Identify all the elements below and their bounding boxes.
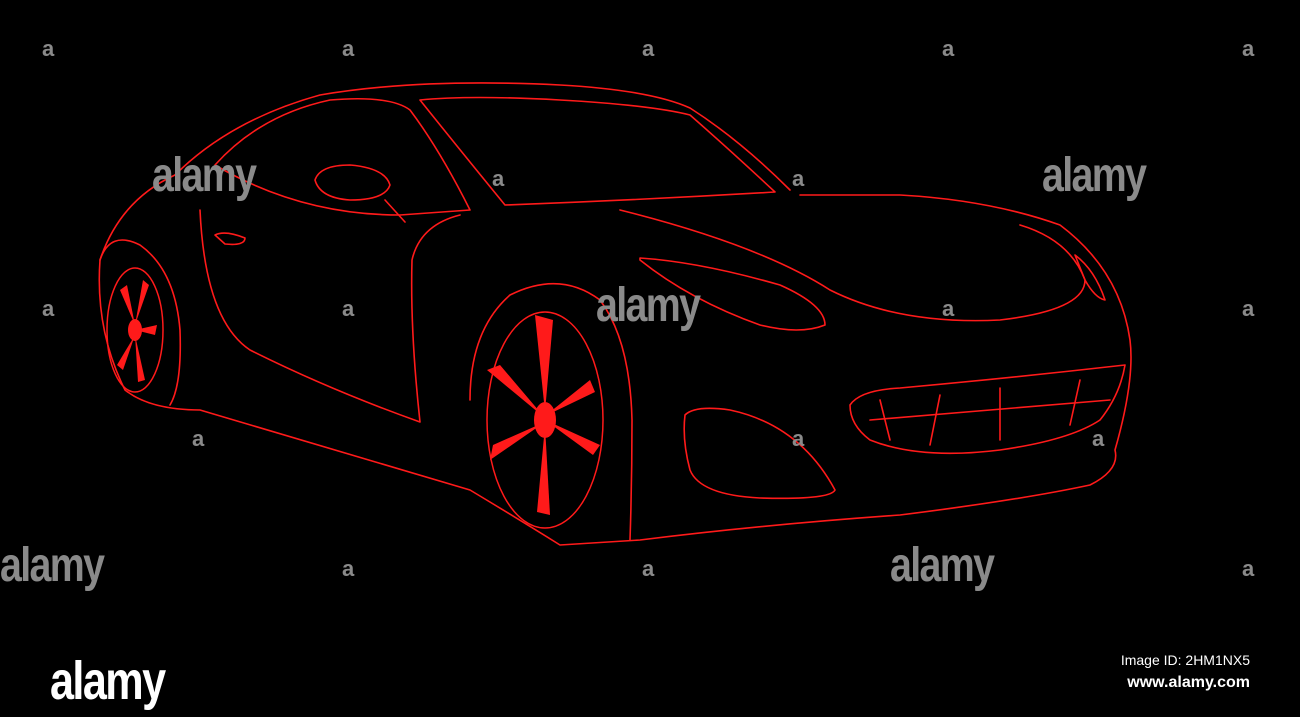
watermark-small: a xyxy=(792,426,805,451)
door-handle xyxy=(214,232,246,246)
watermark-small: a xyxy=(1242,36,1255,61)
front-grille xyxy=(849,364,1126,455)
car-illustration: a a a a a alamy a a alamy a a alamy a a … xyxy=(0,36,1255,592)
side-mirror xyxy=(314,164,391,201)
watermark-small: a xyxy=(942,36,955,61)
alamy-logo[interactable]: alamy xyxy=(50,651,166,711)
side-window xyxy=(214,97,471,216)
watermark: alamy xyxy=(0,539,105,592)
watermark-small: a xyxy=(42,296,55,321)
watermark-small: a xyxy=(42,36,55,61)
front-wheel-arch xyxy=(469,282,633,541)
watermark-small: a xyxy=(342,296,355,321)
windshield xyxy=(419,96,776,206)
fog-light xyxy=(683,407,836,500)
watermark-small: a xyxy=(942,296,955,321)
rear-wheel-arch xyxy=(99,239,182,406)
watermark: alamy xyxy=(596,279,701,332)
car-outline-drawing xyxy=(98,82,1132,546)
image-id: Image ID: 2HM1NX5 xyxy=(1120,652,1250,668)
watermark-small: a xyxy=(342,36,355,61)
front-wheel xyxy=(486,311,604,529)
footer-bar: alamy Image ID: 2HM1NX5 www.alamy.com xyxy=(0,640,1300,717)
watermark-small: a xyxy=(192,426,205,451)
door-line xyxy=(199,209,461,423)
watermark-small: a xyxy=(1242,556,1255,581)
watermark: alamy xyxy=(152,149,257,202)
watermark-small: a xyxy=(492,166,505,191)
watermark-small: a xyxy=(1092,426,1105,451)
watermark: alamy xyxy=(890,539,995,592)
watermark: alamy xyxy=(1042,149,1147,202)
watermark-small: a xyxy=(642,36,655,61)
watermark-small: a xyxy=(1242,296,1255,321)
rear-wheel xyxy=(106,267,164,393)
watermark-small: a xyxy=(792,166,805,191)
headlight-left xyxy=(639,257,826,331)
headlight-right xyxy=(1074,254,1106,301)
roof-line xyxy=(174,82,791,191)
body-silhouette xyxy=(98,174,1132,546)
site-url-link[interactable]: www.alamy.com xyxy=(1127,674,1250,691)
watermark-small: a xyxy=(642,556,655,581)
watermark-small: a xyxy=(342,556,355,581)
